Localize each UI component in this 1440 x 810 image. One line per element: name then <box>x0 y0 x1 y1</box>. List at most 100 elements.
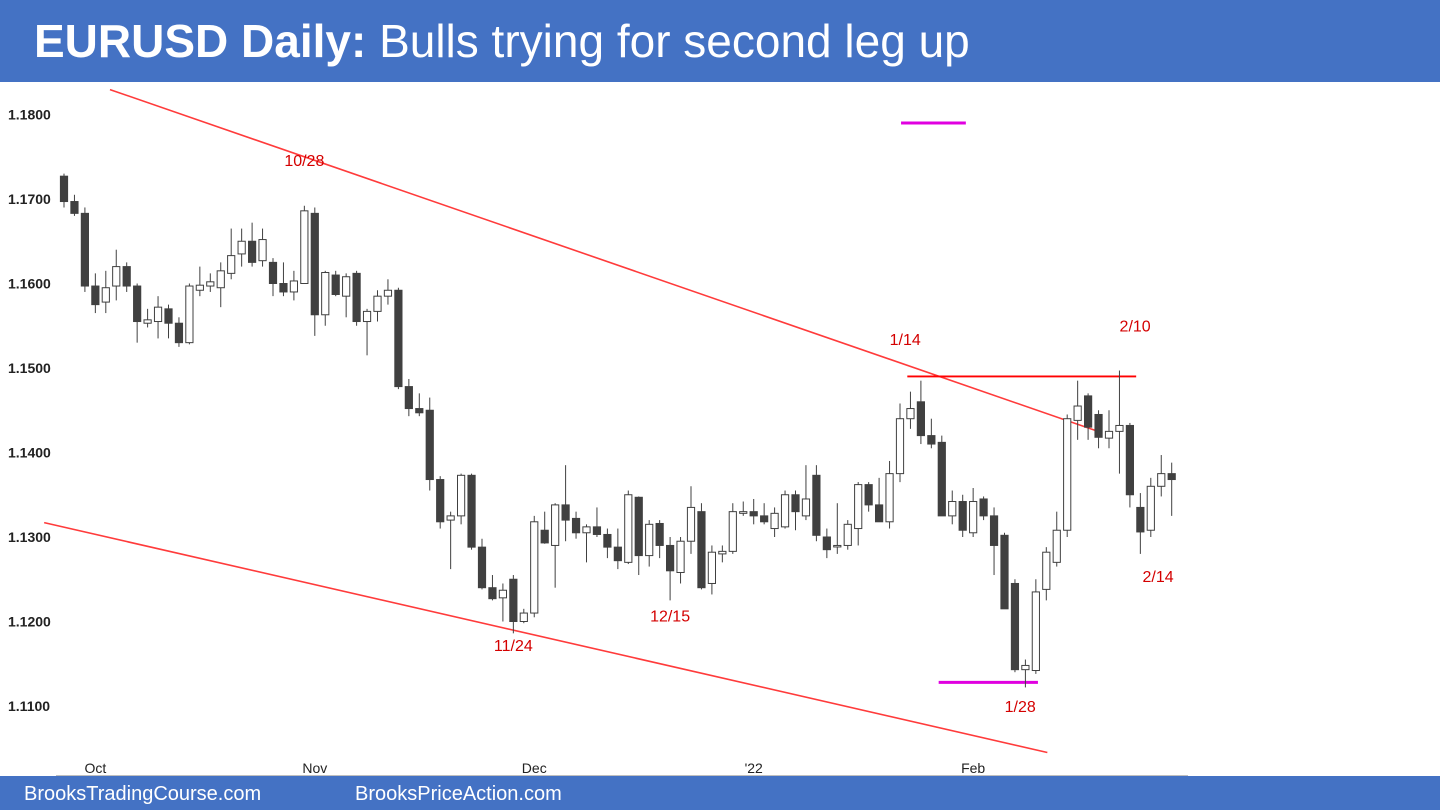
bear-candle-body <box>822 536 831 551</box>
candle <box>875 477 884 523</box>
candle <box>268 258 278 297</box>
bull-candle-body <box>519 612 528 622</box>
candle <box>592 507 602 537</box>
x-tick-label: '22 <box>745 760 763 776</box>
candle <box>237 228 246 267</box>
candle <box>373 290 382 322</box>
bull-candle-body <box>457 474 466 517</box>
candle <box>676 537 685 584</box>
bull-candle-body <box>780 494 790 528</box>
candle <box>822 528 831 559</box>
candle <box>1146 477 1155 537</box>
bear-candle-body <box>571 517 581 534</box>
bull-candle-body <box>1063 418 1072 531</box>
bear-candle-body <box>666 544 675 572</box>
bear-candle-body <box>122 266 131 287</box>
bear-candle-body <box>1000 534 1009 610</box>
candle <box>979 496 988 521</box>
bull-candle-body <box>185 285 194 344</box>
candle <box>686 486 696 554</box>
candle <box>927 418 936 449</box>
candle <box>770 507 779 537</box>
annotations: 10/28 11/24 12/15 1/14 2/10 1/28 2/14 <box>284 153 1173 716</box>
bear-candle-body <box>749 511 758 517</box>
footer-right-site: BrooksPriceAction.com <box>355 783 562 805</box>
candle <box>1084 393 1093 440</box>
bear-candle-body <box>916 401 925 437</box>
candle <box>174 317 184 347</box>
bull-candle-body <box>498 589 507 599</box>
y-tick-label: 1.1500 <box>8 360 51 376</box>
bear-candle-body <box>989 515 999 546</box>
candle <box>383 279 393 305</box>
bear-candle-body <box>488 587 497 600</box>
candle <box>895 403 905 483</box>
bear-candle-body <box>655 522 664 546</box>
candle <box>843 520 852 550</box>
candle <box>227 228 236 280</box>
candle <box>624 490 633 565</box>
bear-candle-body <box>268 261 278 284</box>
footer-banner: BrooksTradingCourse.com BrooksPriceActio… <box>0 776 1440 810</box>
candle <box>854 482 863 546</box>
candle <box>289 270 298 301</box>
candle <box>540 511 549 544</box>
candle <box>112 249 121 301</box>
candle <box>321 270 330 326</box>
bull-candle-body <box>195 284 204 291</box>
y-tick-label: 1.1700 <box>8 191 51 207</box>
candle <box>1167 462 1176 516</box>
candle <box>603 528 612 559</box>
bull-candle-body <box>1115 424 1124 432</box>
bull-candle-body <box>770 512 779 530</box>
bull-candle-body <box>1052 529 1061 563</box>
candle <box>342 273 351 318</box>
date-annotation: 2/14 <box>1143 569 1174 586</box>
y-tick-label: 1.1600 <box>8 276 51 292</box>
bull-candle-body <box>582 526 591 534</box>
bear-candle-body <box>352 272 361 323</box>
candle <box>906 391 915 429</box>
x-tick-label: Oct <box>84 760 106 776</box>
candle <box>1031 579 1040 674</box>
candle <box>352 270 361 326</box>
date-annotation: 11/24 <box>494 638 533 655</box>
bear-candle-body <box>331 274 340 295</box>
date-annotation: 12/15 <box>650 609 690 626</box>
bear-candle-body <box>958 501 967 531</box>
candle <box>133 283 142 343</box>
bull-candle-body <box>1104 430 1114 439</box>
bull-candle-body <box>342 276 351 297</box>
candle <box>1073 380 1082 440</box>
candle <box>969 487 978 537</box>
bull-candle-body <box>206 281 215 287</box>
candle <box>404 378 413 417</box>
candle <box>1042 547 1051 601</box>
candle <box>394 287 403 390</box>
candle <box>195 266 204 297</box>
bull-candle-body <box>728 511 737 552</box>
candle <box>59 173 69 208</box>
candle <box>498 583 507 622</box>
candle <box>1094 410 1103 449</box>
bear-candle-body <box>248 240 257 263</box>
bear-candle-body <box>875 504 884 523</box>
bull-candle-body <box>258 239 267 262</box>
candle <box>655 520 664 559</box>
candle <box>70 194 79 216</box>
candle <box>697 503 706 590</box>
bull-candle-body <box>948 501 957 517</box>
candle <box>812 465 821 542</box>
candle <box>561 465 570 542</box>
bear-candle-body <box>415 408 424 414</box>
bear-candle-body <box>310 212 319 316</box>
bull-candle-body <box>895 418 905 475</box>
candle <box>613 528 622 570</box>
page-title: EURUSD Daily: Bulls trying for second le… <box>34 12 970 70</box>
candle <box>488 575 497 601</box>
candle <box>1125 422 1135 508</box>
candle <box>80 207 90 292</box>
candle <box>1052 511 1061 567</box>
candle <box>666 537 675 601</box>
bull-candle-body <box>112 266 121 287</box>
